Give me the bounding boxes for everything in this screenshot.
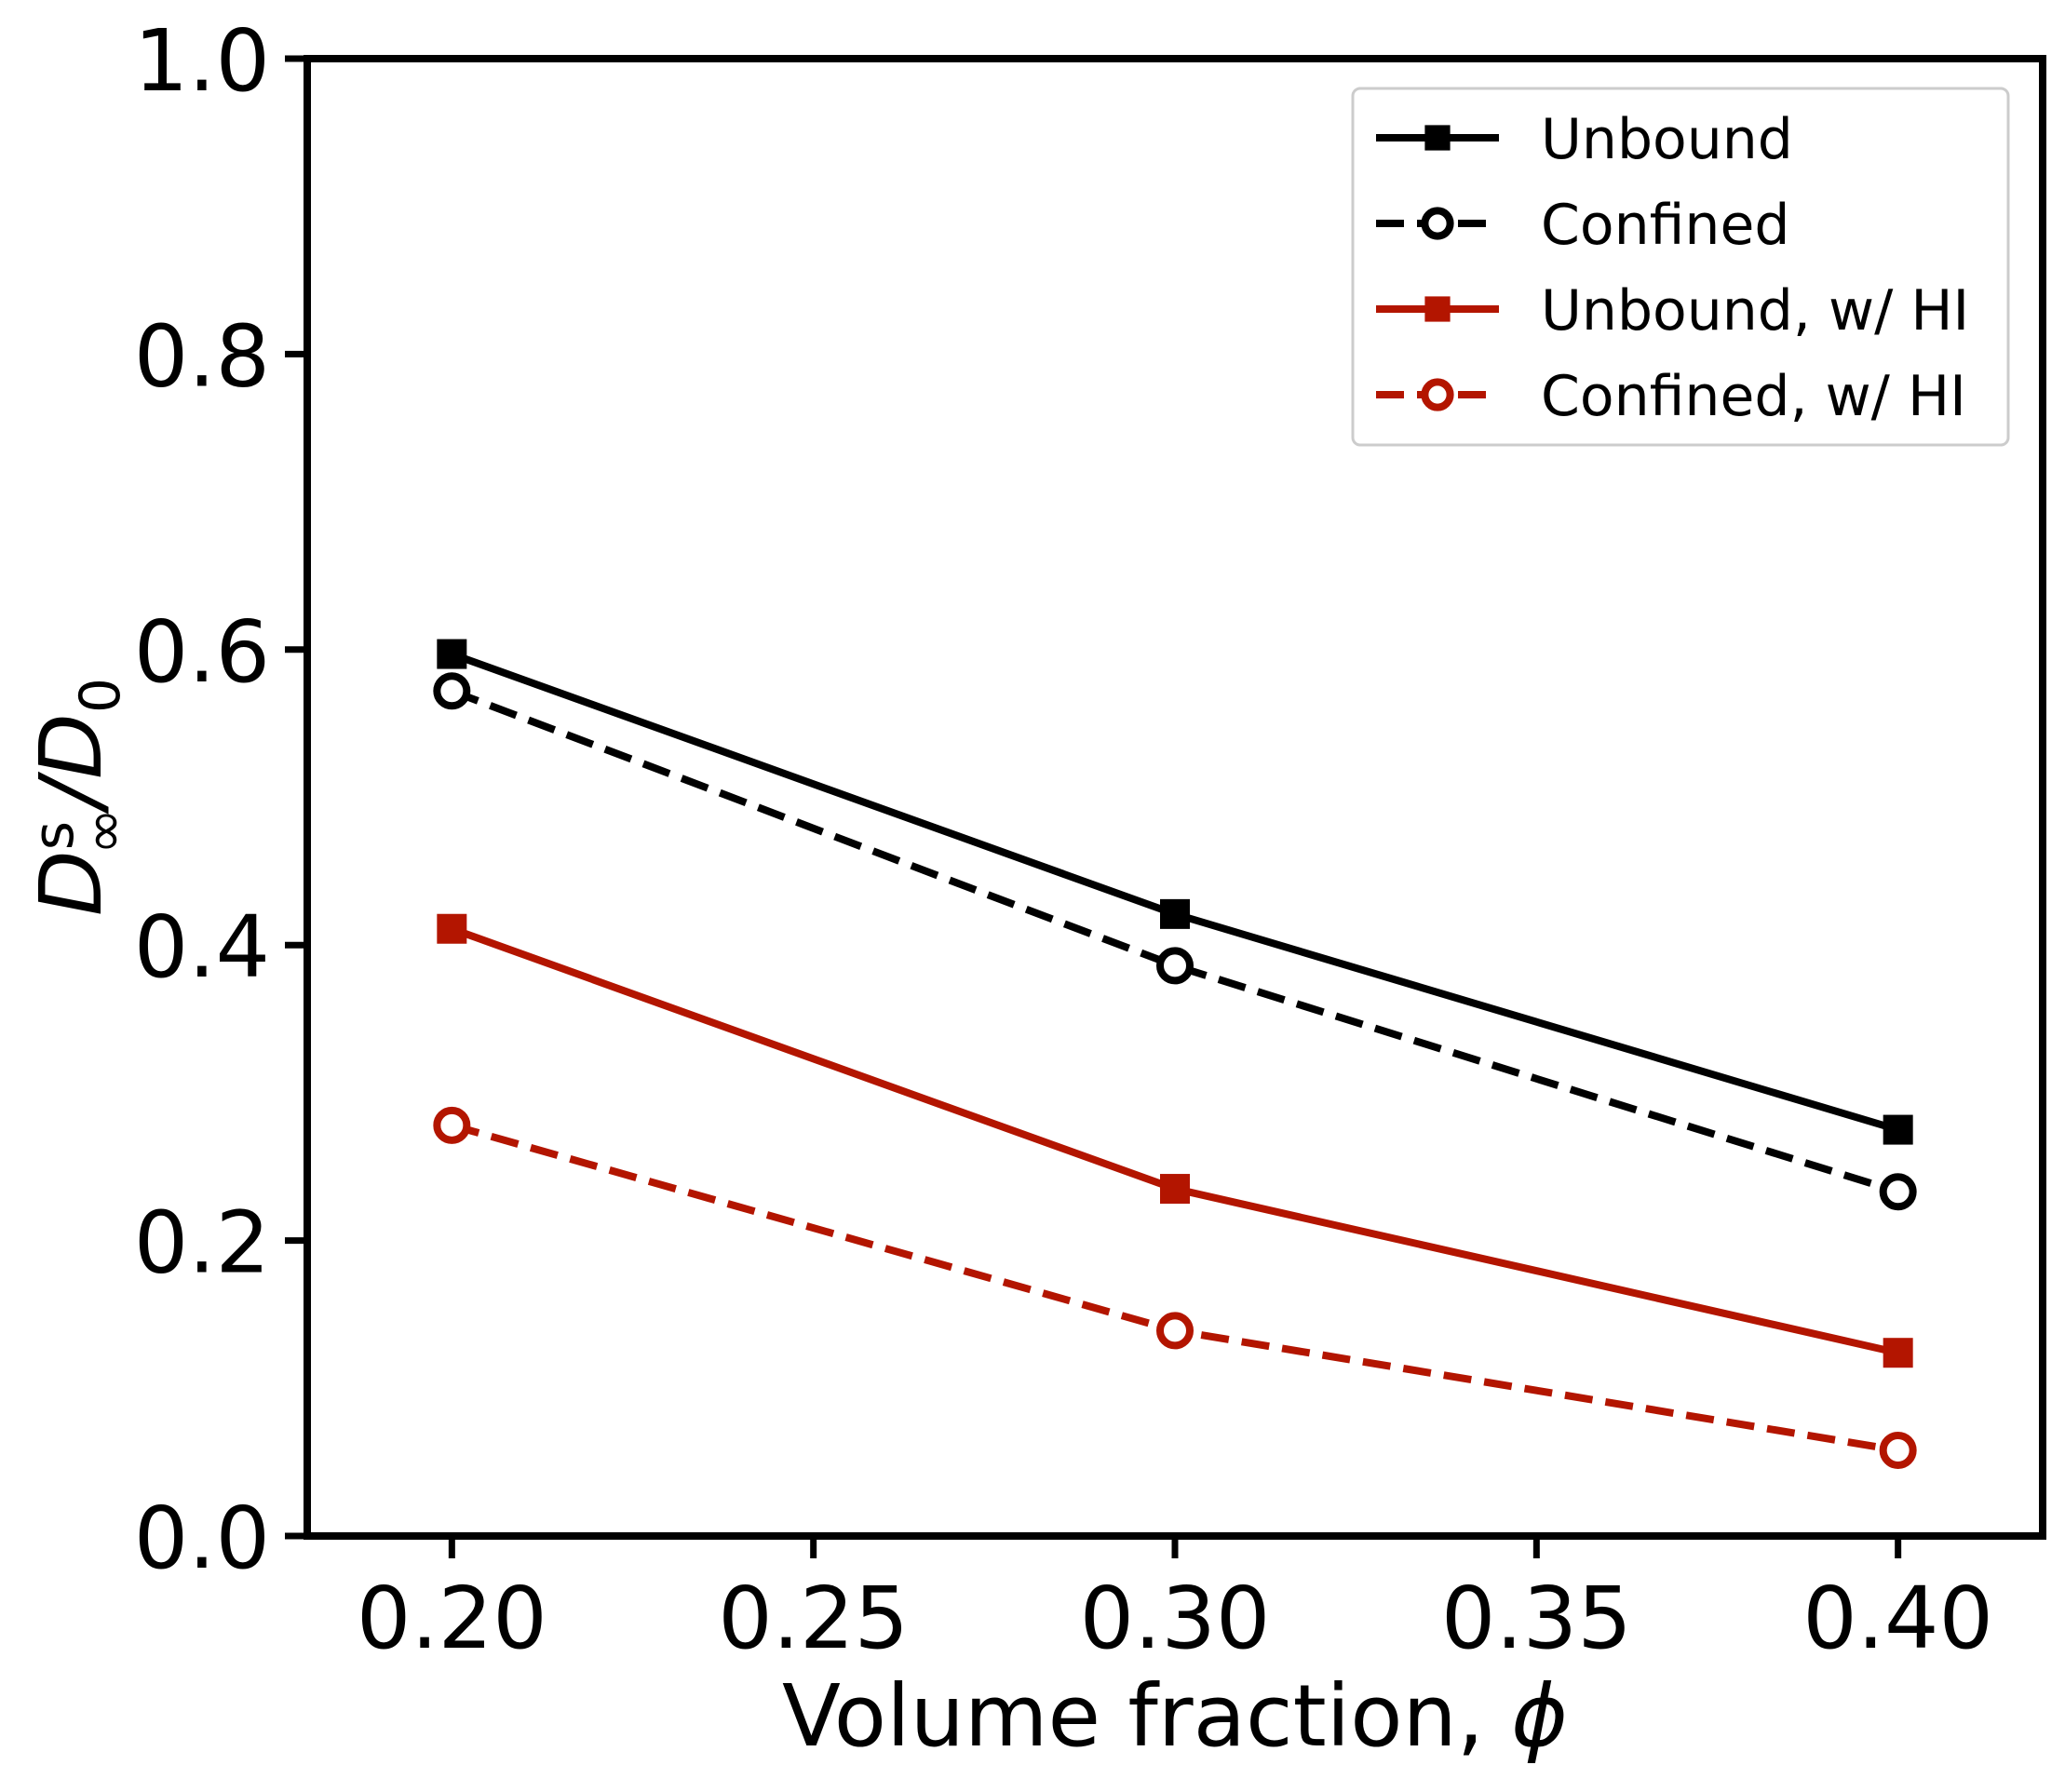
data-point-marker [1156, 947, 1194, 985]
series-2 [433, 672, 1917, 1211]
legend-marker [1424, 296, 1451, 322]
legend-marker [1421, 207, 1454, 240]
ticks-layer: 0.20 0.25 0.30 0.35 0.40 0.0 0.2 0.4 0.6 0.8 1.0 [134, 11, 1993, 1668]
data-point-marker [1883, 1114, 1913, 1145]
data-point-marker [1160, 1174, 1190, 1205]
y-tick-label: 0.2 [134, 1193, 270, 1293]
y-tick-label: 0.0 [134, 1489, 270, 1588]
legend-entry: Unbound, w/ HI [1376, 278, 1969, 344]
x-tick-label: 0.20 [357, 1569, 547, 1668]
series-layer [433, 639, 1917, 1469]
legend-entry: Confined, w/ HI [1376, 364, 1966, 429]
legend-label: Confined, w/ HI [1541, 364, 1966, 429]
data-point-marker [437, 913, 467, 944]
data-point-marker [1883, 1338, 1913, 1368]
data-point-marker [437, 639, 467, 669]
legend-box [1351, 87, 2010, 447]
x-tick-label: 0.30 [1080, 1569, 1271, 1668]
legend-entry: Confined [1376, 193, 1789, 258]
series-line [450, 687, 1899, 1196]
data-point-marker [1160, 898, 1190, 929]
y-tick-label: 0.4 [134, 897, 270, 997]
series-1 [437, 639, 1913, 1145]
y-axis-label: Ds∞/D0 [21, 678, 137, 916]
series-4 [433, 1106, 1917, 1469]
legend-marker [1424, 125, 1451, 151]
data-point-marker [1879, 1431, 1917, 1469]
y-tick-label: 0.8 [134, 306, 270, 406]
data-point-marker [1156, 1312, 1194, 1350]
legend-label: Unbound, w/ HI [1541, 278, 1969, 344]
x-tick-label: 0.25 [718, 1569, 909, 1668]
data-point-marker [433, 672, 471, 710]
y-tick-label: 0.6 [134, 602, 270, 702]
legend-label: Confined [1541, 193, 1789, 258]
series-3 [437, 913, 1913, 1368]
y-tick-label: 1.0 [134, 11, 270, 111]
x-tick-label: 0.40 [1802, 1569, 1993, 1668]
legend-items: Unbound Confined Unbound, w/ HI Confined, w… [1376, 107, 1969, 429]
legend-label: Unbound [1541, 107, 1793, 172]
legend: Unbound Confined Unbound, w/ HI Confined, w… [1351, 87, 2010, 447]
legend-marker [1421, 378, 1454, 411]
data-point-marker [433, 1106, 471, 1144]
x-axis-label: Volume fraction, ϕ [782, 1666, 1568, 1766]
data-point-marker [1879, 1173, 1917, 1211]
legend-entry: Unbound [1376, 107, 1793, 172]
x-tick-label: 0.35 [1441, 1569, 1632, 1668]
